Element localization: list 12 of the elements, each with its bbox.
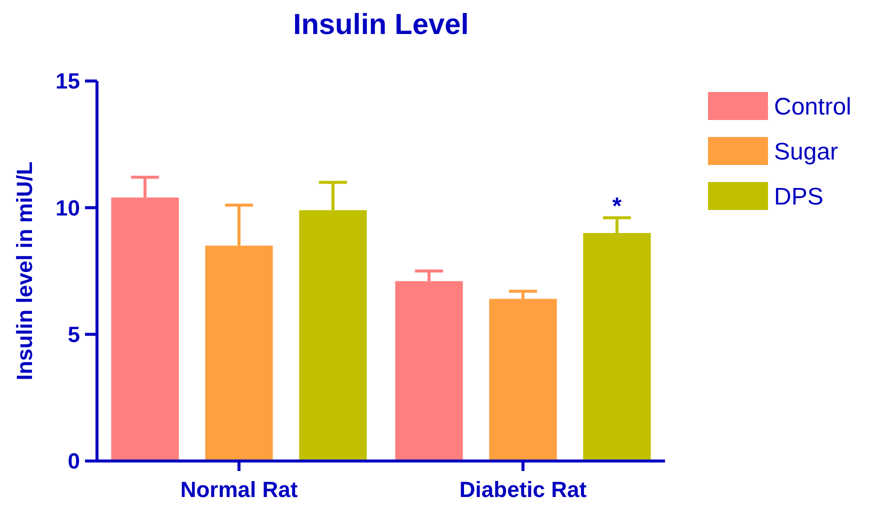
legend-label: DPS xyxy=(774,183,824,210)
annotation: * xyxy=(612,192,622,220)
chart-title: Insulin Level xyxy=(293,9,469,41)
y-tick-label: 5 xyxy=(68,322,80,348)
y-tick-label: 15 xyxy=(56,68,80,94)
legend-label: Control xyxy=(774,93,852,120)
legend-label: Sugar xyxy=(774,138,838,166)
x-tick-label: Normal Rat xyxy=(180,477,298,502)
y-tick-label: 10 xyxy=(56,195,80,220)
y-tick-label: 0 xyxy=(68,448,80,474)
x-tick-label: Diabetic Rat xyxy=(459,477,588,502)
y-axis-title: Insulin level in miU/L xyxy=(12,162,37,380)
